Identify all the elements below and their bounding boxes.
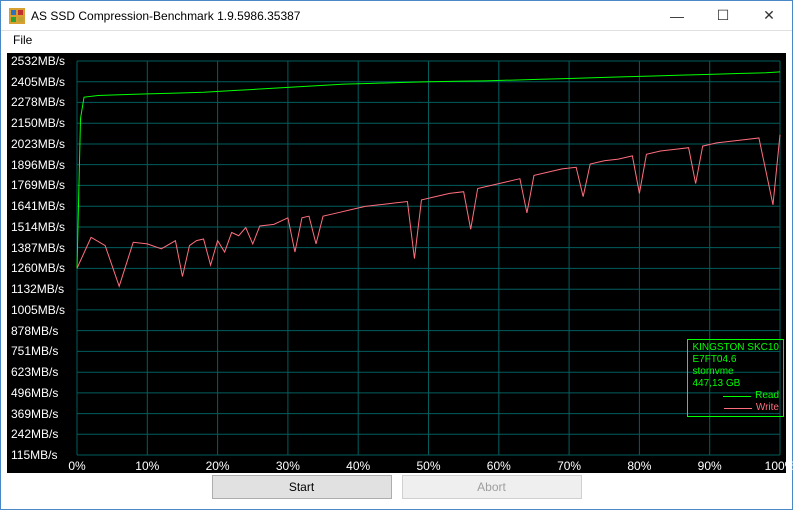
x-tick-label: 40%: [346, 459, 370, 473]
y-tick-label: 1896MB/s: [11, 158, 77, 172]
y-tick-label: 1260MB/s: [11, 261, 77, 275]
y-tick-label: 2405MB/s: [11, 75, 77, 89]
maximize-button[interactable]: ☐: [700, 1, 746, 30]
legend-line-icon: [723, 396, 751, 397]
legend-entry: Write: [692, 402, 779, 414]
y-tick-label: 242MB/s: [11, 427, 77, 441]
legend-label: Read: [755, 390, 779, 402]
x-tick-label: 10%: [135, 459, 159, 473]
y-tick-label: 878MB/s: [11, 324, 77, 338]
legend-info-line: stornvme: [692, 366, 779, 378]
y-tick-label: 1005MB/s: [11, 303, 77, 317]
legend-label: Write: [756, 402, 779, 414]
legend-entry: Read: [692, 390, 779, 402]
y-tick-label: 751MB/s: [11, 344, 77, 358]
legend-info-line: KINGSTON SKC10: [692, 342, 779, 354]
x-tick-label: 80%: [627, 459, 651, 473]
y-tick-label: 369MB/s: [11, 407, 77, 421]
titlebar: AS SSD Compression-Benchmark 1.9.5986.35…: [1, 1, 792, 31]
start-button[interactable]: Start: [212, 475, 392, 499]
abort-button[interactable]: Abort: [402, 475, 582, 499]
y-tick-label: 2532MB/s: [11, 54, 77, 68]
y-tick-label: 1514MB/s: [11, 220, 77, 234]
x-tick-label: 50%: [416, 459, 440, 473]
x-tick-label: 60%: [487, 459, 511, 473]
y-tick-label: 1132MB/s: [11, 282, 77, 296]
x-tick-label: 20%: [206, 459, 230, 473]
x-tick-label: 0%: [68, 459, 85, 473]
y-tick-label: 623MB/s: [11, 365, 77, 379]
chart-area: 2532MB/s 2405MB/s 2278MB/s 2150MB/s 2023MB/s…: [7, 53, 786, 473]
app-window: AS SSD Compression-Benchmark 1.9.5986.35…: [0, 0, 793, 510]
minimize-button[interactable]: —: [654, 1, 700, 30]
close-button[interactable]: ✕: [746, 1, 792, 30]
y-tick-label: 2150MB/s: [11, 116, 77, 130]
footer: Start Abort: [1, 475, 792, 503]
x-tick-label: 70%: [557, 459, 581, 473]
window-title: AS SSD Compression-Benchmark 1.9.5986.35…: [31, 9, 654, 23]
x-tick-label: 90%: [698, 459, 722, 473]
app-icon: [9, 8, 25, 24]
y-tick-label: 1387MB/s: [11, 241, 77, 255]
legend-info-line: E7FT04.6: [692, 354, 779, 366]
y-tick-label: 496MB/s: [11, 386, 77, 400]
x-tick-label: 100%: [765, 459, 793, 473]
menubar: File: [1, 31, 792, 51]
legend-box: KINGSTON SKC10E7FT04.6stornvme447,13 GBR…: [687, 339, 784, 417]
window-controls: — ☐ ✕: [654, 1, 792, 30]
y-tick-label: 1769MB/s: [11, 178, 77, 192]
menu-file[interactable]: File: [9, 33, 36, 47]
x-tick-label: 30%: [276, 459, 300, 473]
y-tick-label: 2278MB/s: [11, 95, 77, 109]
y-tick-label: 2023MB/s: [11, 137, 77, 151]
legend-info-line: 447,13 GB: [692, 378, 779, 390]
y-tick-label: 115MB/s: [11, 448, 77, 462]
y-tick-label: 1641MB/s: [11, 199, 77, 213]
legend-line-icon: [724, 408, 752, 409]
